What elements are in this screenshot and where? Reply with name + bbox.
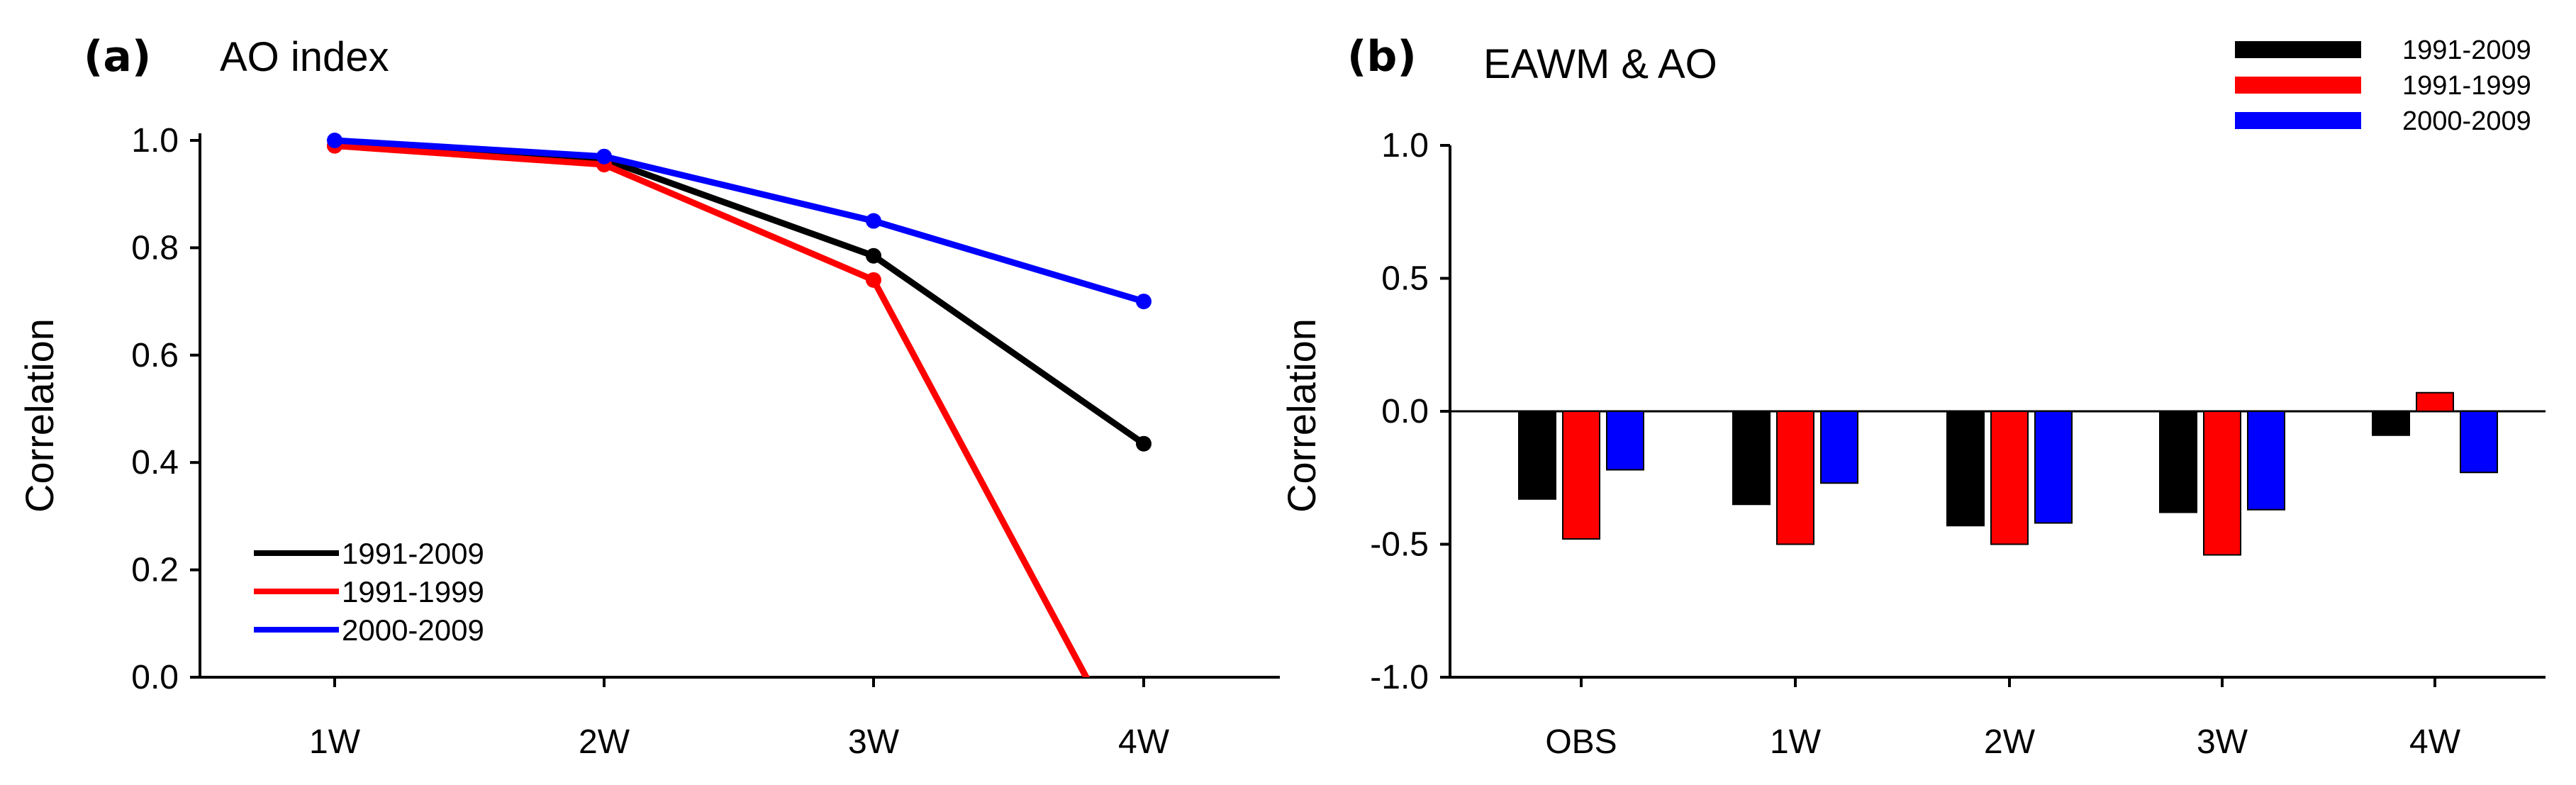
panel-b-ytick-label: -1.0 bbox=[1370, 659, 1429, 696]
data-point-1991-1999 bbox=[866, 272, 881, 288]
bar-2000-2009-1W bbox=[1820, 411, 1858, 484]
panel-b-ylabel: Correlation bbox=[1279, 318, 1324, 513]
legend-label: 1991-1999 bbox=[2402, 71, 2531, 101]
legend-swatch-2000-2009 bbox=[2235, 112, 2361, 129]
legend-label: 2000-2009 bbox=[342, 613, 484, 647]
bar-2000-2009-OBS bbox=[1606, 411, 1644, 471]
bar-2000-2009-3W bbox=[2247, 411, 2285, 511]
series-line-2000-2009 bbox=[334, 137, 1145, 305]
legend-swatch-1991-1999 bbox=[2235, 77, 2361, 94]
panel-a-xtick-label: 4W bbox=[1118, 723, 1170, 761]
bar-1991-1999-1W bbox=[1776, 411, 1814, 545]
panel-b-title: EAWM & AO bbox=[1483, 41, 1717, 87]
bar-1991-1999-OBS bbox=[1562, 411, 1600, 540]
data-point-1991-2009 bbox=[1136, 435, 1152, 452]
bar-2000-2009-4W bbox=[2460, 411, 2498, 474]
bar-1991-2009-1W bbox=[1732, 411, 1771, 506]
legend-label: 1991-2009 bbox=[2402, 35, 2531, 65]
data-point-2000-2009 bbox=[596, 148, 612, 165]
panel-a-ytick-label: 0.6 bbox=[131, 337, 179, 374]
bar-1991-1999-4W bbox=[2416, 391, 2454, 412]
legend-label: 1991-2009 bbox=[342, 537, 484, 570]
panel-a-ytick-label: 0.4 bbox=[131, 444, 179, 481]
series-line-1991-1999 bbox=[334, 143, 1091, 677]
panel-a-ytick-label: 0.8 bbox=[131, 229, 179, 267]
legend-label: 1991-1999 bbox=[342, 575, 484, 608]
panel-a-ylabel: Correlation bbox=[17, 318, 62, 513]
data-point-1991-2009 bbox=[866, 247, 881, 264]
panel-a-title: AO index bbox=[220, 34, 389, 80]
bar-1991-2009-3W bbox=[2159, 411, 2197, 513]
panel-b-ytick-label: 1.0 bbox=[1381, 127, 1429, 165]
bar-1991-2009-4W bbox=[2372, 411, 2410, 436]
legend-label: 2000-2009 bbox=[2402, 106, 2531, 136]
bar-2000-2009-2W bbox=[2034, 411, 2073, 524]
panel-a-xtick-label: 2W bbox=[579, 723, 630, 761]
panel-b-xtick-label: 3W bbox=[2197, 723, 2248, 761]
bar-1991-1999-3W bbox=[2203, 411, 2241, 556]
panel-b-plot: -1.0 -0.5 0.0 0.5 1.0 OBS 1W 2W 3W 4W 1991-2009 199… bbox=[1370, 35, 2546, 761]
data-point-2000-2009 bbox=[1136, 294, 1152, 310]
panel-a-label: (a) bbox=[84, 32, 151, 82]
panel-a-ytick-label: 0.2 bbox=[131, 552, 179, 589]
panel-b-ytick-label: 0.5 bbox=[1381, 260, 1429, 298]
panel-a-plot: 0.0 0.2 0.4 0.6 0.8 1.0 1W 2W 3W 4W 1991-2009 1991-… bbox=[131, 122, 1280, 761]
panel-b-label: (b) bbox=[1347, 32, 1417, 82]
panel-a-xtick-label: 3W bbox=[848, 723, 900, 761]
data-point-2000-2009 bbox=[327, 133, 342, 148]
panel-a-ytick-label: 0.0 bbox=[131, 659, 179, 696]
panel-b-xtick-label: 2W bbox=[1984, 723, 2036, 761]
panel-a-ytick-label: 1.0 bbox=[131, 122, 179, 160]
bar-1991-2009-OBS bbox=[1518, 411, 1556, 500]
panel-b-xtick-label: 1W bbox=[1770, 723, 1822, 761]
panel-b-ytick-label: -0.5 bbox=[1370, 526, 1429, 564]
panel-a-xtick-label: 1W bbox=[309, 723, 361, 761]
bar-1991-1999-2W bbox=[1990, 411, 2029, 545]
bar-1991-2009-2W bbox=[1946, 411, 1985, 527]
legend-swatch-1991-2009 bbox=[2235, 41, 2361, 58]
panel-b-ytick-label: 0.0 bbox=[1381, 393, 1429, 430]
panel-b-xtick-label: 4W bbox=[2409, 723, 2461, 761]
data-point-2000-2009 bbox=[866, 213, 881, 229]
panel-b-xtick-label: OBS bbox=[1545, 723, 1617, 761]
